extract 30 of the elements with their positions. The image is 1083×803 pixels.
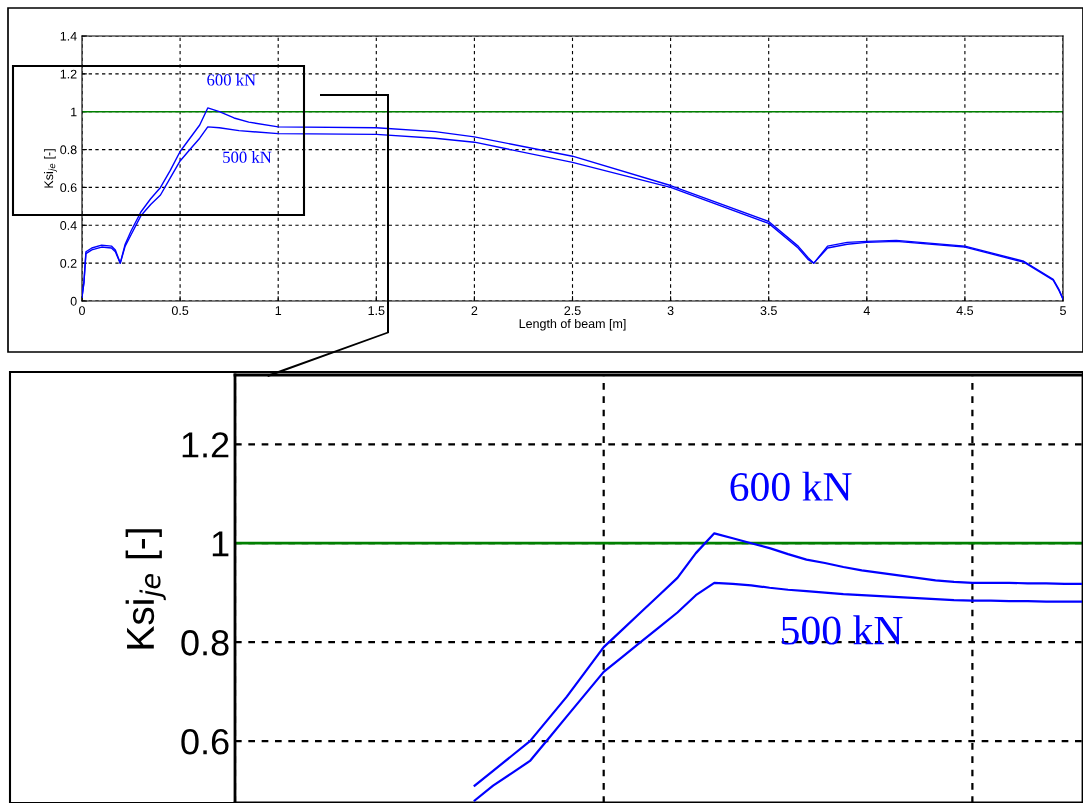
y-tick-label: 0.6 [181, 729, 229, 755]
x-tick-label: 3.5 [760, 306, 777, 316]
y-tick-label: 0.8 [181, 630, 229, 656]
x-tick-label: 1.5 [368, 306, 385, 316]
y-tick-label: 1.2 [182, 432, 229, 458]
y-tick-label: 0.4 [60, 221, 77, 230]
y-tick-label: 0.6 [60, 183, 77, 193]
x-tick-label: 4 [863, 306, 870, 315]
y-tick-label: 1 [212, 531, 229, 557]
x-tick-label: 0 [79, 306, 85, 316]
series-label: 600 kN [730, 471, 852, 501]
series-label: 600 kN [207, 73, 256, 86]
y-axis-title: Ksi$_{je}$ [-] [43, 149, 57, 188]
series-label: 500 kN [223, 151, 272, 163]
x-axis-title: Length of beam [m] [519, 318, 626, 331]
x-tick-label: 2.5 [564, 306, 581, 316]
x-tick-label: 0.5 [171, 306, 189, 316]
y-tick-label: 0 [70, 296, 77, 306]
x-tick-label: 4.5 [956, 306, 974, 316]
y-tick-label: 1.4 [60, 31, 77, 41]
y-tick-label: 0.2 [60, 258, 77, 268]
series-label: 500 kN [782, 615, 903, 645]
x-tick-label: 2 [471, 306, 478, 315]
y-tick-label: 0.8 [60, 145, 77, 155]
y-axis-title: Ksi$_{je}$ [-] [125, 529, 166, 649]
x-tick-label: 1 [275, 306, 282, 315]
x-tick-label: 5 [1060, 306, 1066, 316]
y-tick-label: 1 [71, 107, 77, 117]
x-tick-label: 3 [667, 306, 674, 316]
y-tick-label: 1.2 [60, 69, 77, 79]
